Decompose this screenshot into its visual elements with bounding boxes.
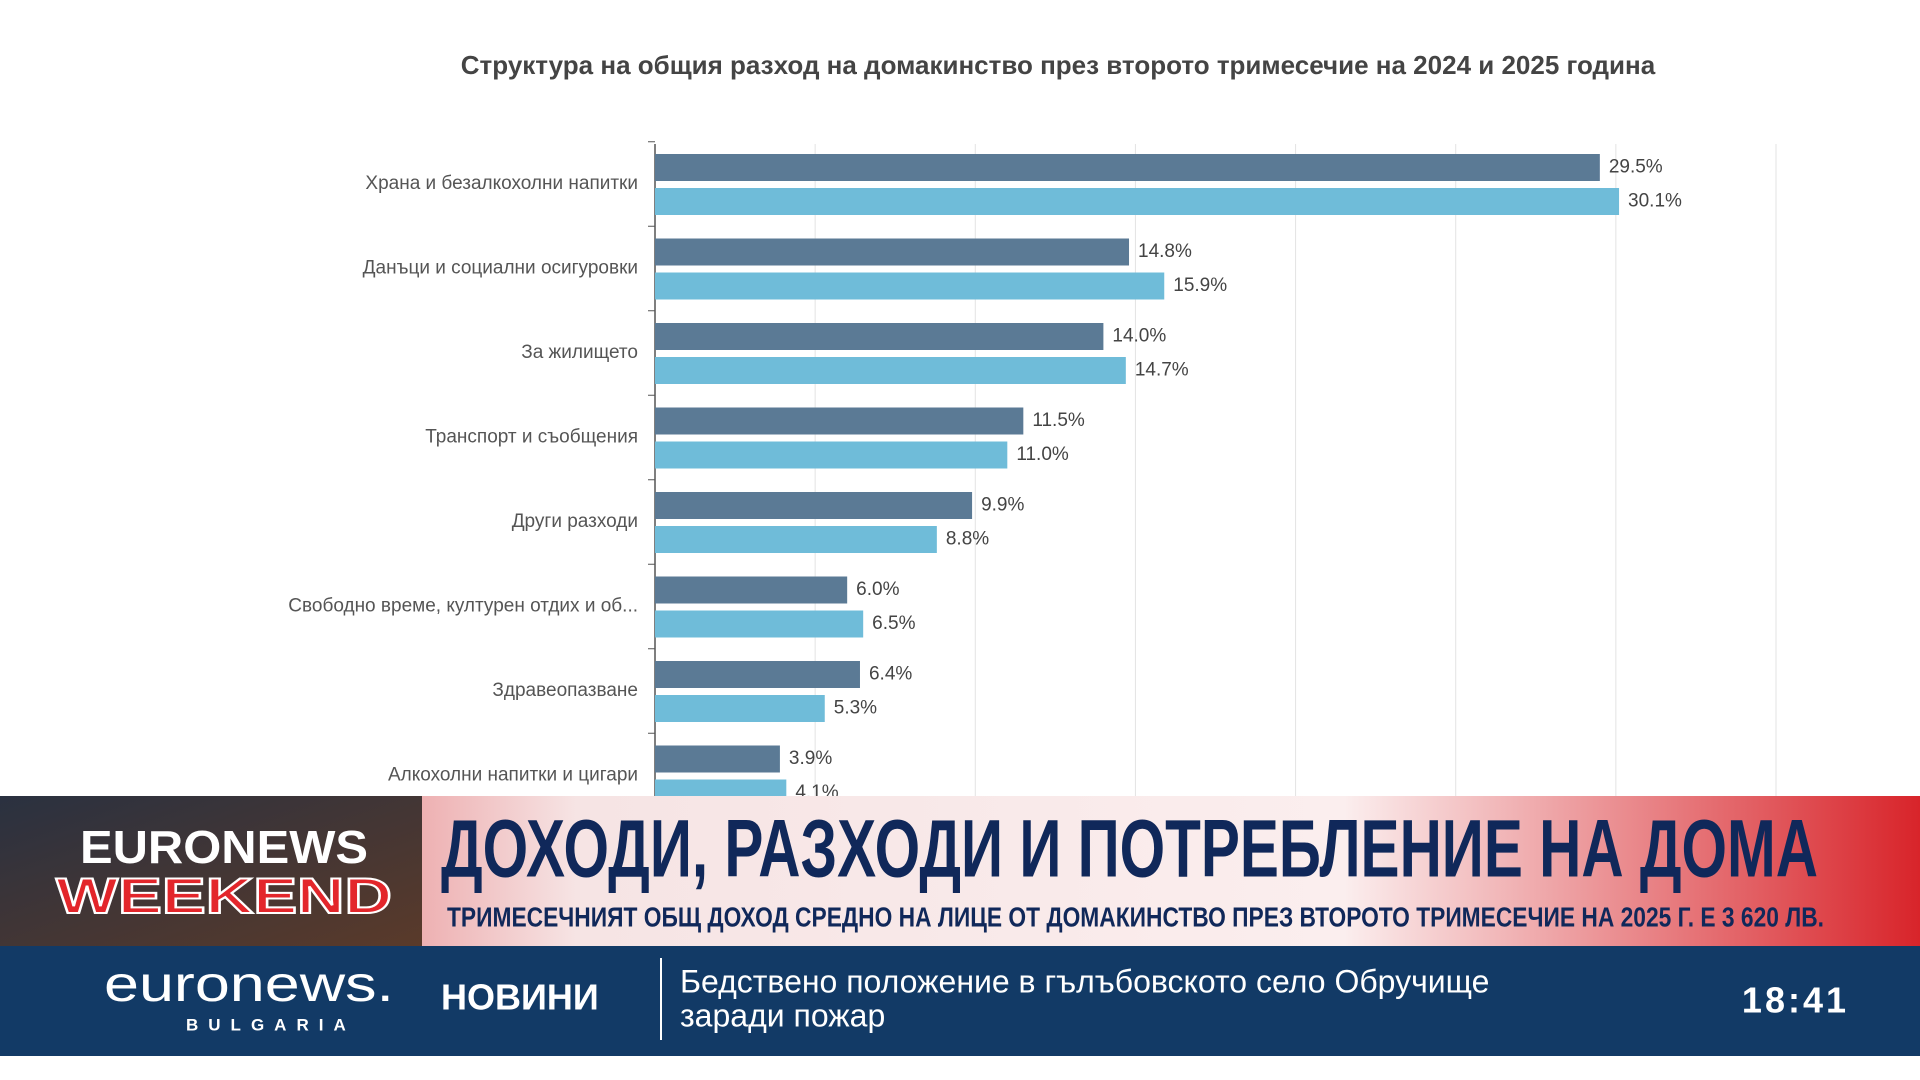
- chart-title: Структура на общия разход на домакинство…: [461, 50, 1656, 80]
- bar: [655, 357, 1126, 384]
- value-label: 14.8%: [1138, 241, 1192, 262]
- y-tick-label: Здравеопазване: [492, 680, 638, 701]
- bar: [655, 154, 1600, 181]
- ticker-logo-sub: BULGARIA: [186, 1015, 356, 1034]
- bar: [655, 526, 937, 553]
- bar: [655, 610, 864, 638]
- y-tick-label: Храна и безалкохолни напитки: [365, 173, 638, 194]
- value-label: 14.0%: [1112, 326, 1166, 347]
- subheadline: ТРИМЕСЕЧНИЯТ ОБЩ ДОХОД СРЕДНО НА ЛИЦЕ ОТ…: [447, 901, 1824, 932]
- bar: [655, 407, 1024, 435]
- value-label: 3.9%: [789, 748, 832, 769]
- value-label: 6.4%: [869, 664, 912, 685]
- bar: [655, 188, 1620, 215]
- value-label: 5.3%: [834, 698, 877, 719]
- value-label: 9.9%: [981, 495, 1024, 516]
- banner-logo-box: [0, 796, 422, 946]
- bar: [655, 238, 1130, 266]
- bar: [655, 661, 860, 688]
- bar: [655, 576, 848, 604]
- value-label: 14.7%: [1135, 360, 1189, 381]
- value-label: 15.9%: [1173, 275, 1227, 296]
- ticker-line: заради пожар: [680, 997, 885, 1033]
- y-tick-label: Свободно време, културен отдих и об...: [288, 596, 638, 617]
- y-tick-label: Алкохолни напитки и цигари: [388, 765, 638, 786]
- bar: [655, 323, 1104, 350]
- ticker-section: НОВИНИ: [441, 977, 599, 1018]
- value-label: 8.8%: [946, 529, 989, 550]
- ticker-logo: euronews.: [104, 956, 394, 1012]
- value-label: 30.1%: [1628, 191, 1682, 212]
- value-label: 6.5%: [872, 613, 915, 634]
- y-tick-label: Други разходи: [512, 511, 638, 532]
- bar: [655, 745, 780, 773]
- ticker-bar: [0, 946, 1920, 1056]
- ticker-time: 18:41: [1742, 980, 1849, 1021]
- value-label: 6.0%: [856, 579, 899, 600]
- value-label: 29.5%: [1609, 157, 1663, 178]
- value-label: 11.0%: [1016, 444, 1069, 465]
- y-tick-label: Транспорт и съобщения: [425, 427, 638, 448]
- banner-logo-bottom: WEEKEND: [56, 868, 392, 924]
- value-label: 11.5%: [1032, 410, 1085, 431]
- bar: [655, 441, 1008, 469]
- y-tick-label: За жилището: [521, 342, 638, 363]
- headline: ДОХОДИ, РАЗХОДИ И ПОТРЕБЛЕНИЕ НА ДОМА: [441, 804, 1818, 895]
- bar: [655, 695, 825, 722]
- bar: [655, 492, 973, 519]
- y-tick-label: Данъци и социални осигуровки: [363, 258, 638, 279]
- bar: [655, 272, 1165, 300]
- banner-logo-top: EURONEWS: [80, 821, 368, 873]
- ticker-line: Бедствено положение в гълъбовското село …: [680, 963, 1489, 999]
